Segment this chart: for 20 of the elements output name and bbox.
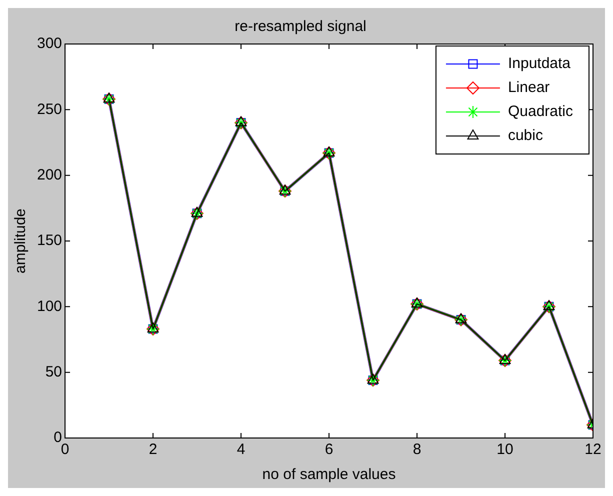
legend-label: cubic [508, 127, 544, 144]
y-tick-label: 150 [36, 232, 62, 250]
legend-label: Linear [508, 79, 550, 96]
y-tick-label: 250 [36, 100, 62, 118]
x-tick-label: 12 [584, 441, 602, 458]
legend-label: Inputdata [508, 55, 572, 72]
x-tick-label: 10 [496, 441, 514, 458]
y-tick-label: 300 [36, 35, 62, 52]
legend-label: Quadratic [508, 103, 574, 120]
x-tick-label: 8 [412, 441, 422, 458]
y-tick-label: 0 [54, 429, 62, 446]
x-axis-title: no of sample values [262, 466, 396, 484]
x-tick-label: 6 [324, 441, 334, 458]
y-tick-label: 50 [45, 363, 62, 380]
x-tick-label: 4 [236, 441, 246, 458]
x-tick-label: 2 [148, 441, 158, 458]
y-axis-title: amplitude [12, 208, 30, 274]
chart-title: re-resampled signal [234, 18, 366, 36]
y-tick-label: 200 [36, 166, 62, 184]
y-tick-label: 100 [36, 298, 62, 315]
